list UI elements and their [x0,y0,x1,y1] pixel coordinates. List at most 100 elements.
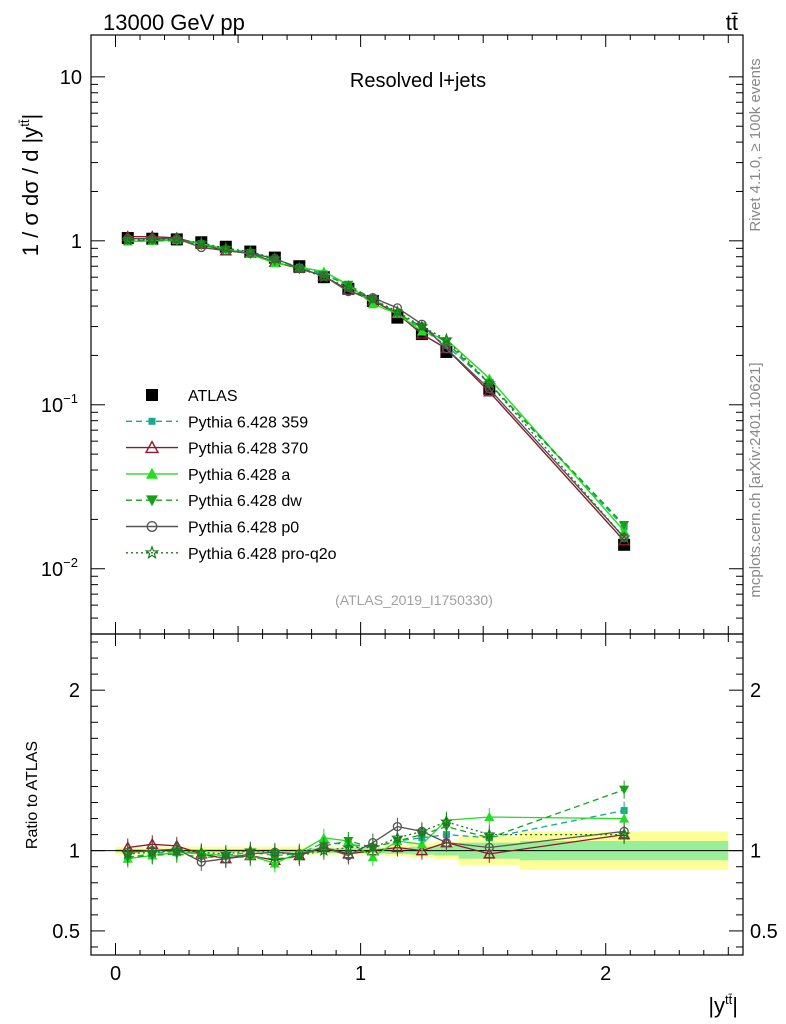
series-group [121,230,631,873]
legend-item-p359: Pythia 6.428 359 [126,414,308,431]
x-axis-title-sup: tt̄ [725,992,733,1007]
marker-circle-open [146,521,158,532]
ratio-axis-title: Ratio to ATLAS [24,741,41,849]
marker-star [194,236,208,249]
legend-label: Pythia 6.428 pro-q2o [188,546,337,563]
marker-triangle-open [483,847,496,859]
marker-circle-open [441,838,452,848]
marker-triangle-open [415,844,429,856]
region-title: Resolved l+jets [350,70,486,92]
marker-star [268,251,282,265]
marker-star [390,304,404,318]
legend-label: Pythia 6.428 p0 [188,520,299,537]
legend-item-p370: Pythia 6.428 370 [126,440,308,458]
legend-item-ppro: Pythia 6.428 pro-q2o [126,545,337,563]
ratio-tick-label-left: 1 [69,841,80,863]
panel-frames [90,34,744,956]
y-axis-title: 1 / σ dσ / d |ytt̄| [17,114,43,256]
marker-star [341,280,355,293]
ratio-tick-label-right: 2 [750,680,761,702]
x-axis-title-main: |y [708,993,725,1018]
rivet-version-label: Rivet 4.1.0, ≥ 100k events [747,58,764,231]
marker-star [219,241,233,254]
series-ppro [121,232,631,865]
marker-triangle [416,839,427,849]
marker-square [148,417,156,425]
y-tick-label-base: 1 [71,231,82,253]
marker-star [483,827,496,841]
marker-circle-open [392,303,403,313]
legend-label: Pythia 6.428 a [188,467,290,484]
marker-star [219,847,233,860]
process-label: tt̄ [726,10,738,35]
series-line [127,239,625,532]
marker-star [317,844,331,857]
x-axis-title-end: | [732,993,738,1018]
ratio-tick-label-right: 1 [750,841,761,863]
marker-triangle [619,525,630,535]
marker-star [292,848,306,861]
marker-triangle-open [144,440,160,454]
marker-square [146,389,158,401]
marker-star [243,244,257,257]
ratio-line [127,809,625,858]
analysis-id-label: (ATLAS_2019_I1750330) [335,592,493,608]
ratio-line [127,816,625,865]
legend-label: Pythia 6.428 dw [188,493,302,510]
y-axis-title-main: 1 / σ dσ / d |y [18,127,43,256]
ratio-uncertainty-bands [91,831,743,870]
ratio-line [127,821,625,857]
marker-circle-open [343,286,354,297]
marker-triangle-open [391,841,404,853]
x-tick-label: 0 [110,963,121,985]
marker-circle-open [196,242,206,253]
y-tick-label-exp: −2 [63,555,78,570]
marker-star [390,831,404,844]
y-tick-label-base: 10 [60,67,82,89]
marker-star [617,827,631,841]
marker-circle-open [221,246,231,256]
y-tick-label-base: 10 [41,395,63,417]
marker-triangle-down [146,495,158,507]
mcplots-label: mcplots.cern.ch [arXiv:2401.10621] [747,362,764,597]
marker-star [415,319,429,332]
y-tick-label-exp: −1 [63,391,78,406]
marker-star [366,840,380,853]
marker-triangle-down [619,520,630,530]
marker-star [415,824,429,837]
marker-star [366,292,380,305]
legend: ATLAS Pythia 6.428 359 Pythia 6.428 370 Pyt… [126,388,337,563]
legend-item-pa: Pythia 6.428 a [126,467,290,484]
legend-item-pdw: Pythia 6.428 dw [126,493,302,510]
x-tick-label: 2 [600,963,611,985]
marker-star [194,845,208,858]
marker-circle-open [245,248,255,258]
marker-triangle [367,852,378,862]
marker-triangle [484,811,495,821]
marker-circle-open [441,343,452,354]
marker-star [121,233,135,246]
y-tick-label: 10−2 [41,555,78,581]
marker-star [341,840,355,853]
marker-triangle [619,813,630,823]
y-axis-title-sup: tt̄ [17,119,32,127]
marker-star [170,843,184,857]
marker-star [292,261,306,274]
ratio-line [127,825,625,863]
y-tick-label-base: 10 [41,559,63,581]
marker-star [268,845,282,858]
y-axis-title-end: | [18,114,43,120]
x-tick-label: 1 [355,963,366,985]
x-axis-title: |ytt̄| [708,992,738,1018]
legend-item-data: ATLAS [146,388,238,405]
marker-triangle-down [343,280,354,290]
series-line [127,237,625,538]
legend-label: Pythia 6.428 370 [188,441,308,458]
ratio-tick-label-left: 2 [69,680,80,702]
ratio-panel-frame [90,633,744,956]
marker-star [145,232,159,245]
marker-star [144,545,160,560]
marker-triangle [146,467,158,479]
